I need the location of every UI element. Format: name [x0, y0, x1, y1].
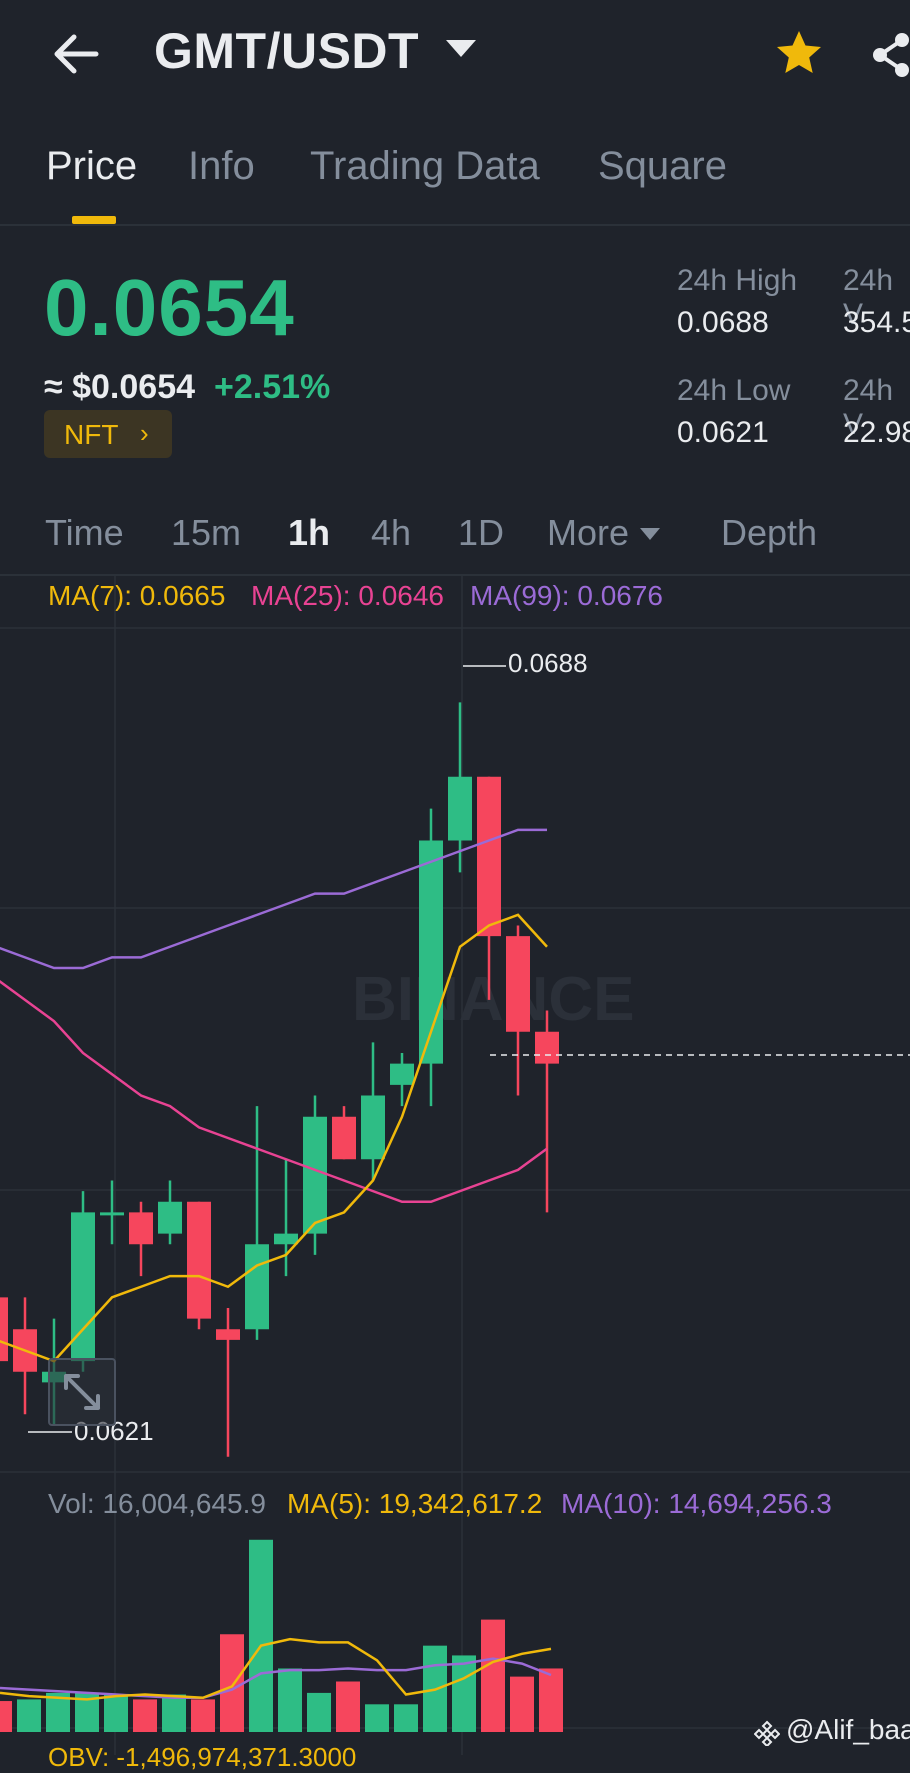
volume-bar: [307, 1692, 331, 1732]
candle-body: [100, 1212, 124, 1216]
volume-bar: [365, 1704, 389, 1732]
ma99-legend: MA(99): 0.0676: [470, 580, 663, 611]
interval-more[interactable]: More: [547, 512, 630, 553]
tab-trading-data[interactable]: Trading Data: [310, 144, 540, 188]
top-bar: GMT/USDT: [0, 0, 910, 110]
volume-bar: [278, 1668, 302, 1732]
candle-body: [419, 840, 443, 1064]
tab-info[interactable]: Info: [188, 144, 255, 188]
volume-bar: [17, 1699, 41, 1732]
candle-body: [129, 1212, 153, 1245]
interval-4h[interactable]: 4h: [371, 512, 412, 553]
interval-15m[interactable]: 15m: [171, 512, 242, 553]
binance-watermark: BINANCE: [352, 965, 634, 1034]
high-24h-label: 24h High: [677, 264, 798, 297]
low-24h-value: 0.0621: [677, 416, 769, 449]
candle-body: [448, 776, 472, 841]
volume-ma10-line: [0, 1657, 552, 1700]
candle-body: [361, 1095, 385, 1160]
chevron-right-icon: ›: [140, 418, 149, 448]
tab-square[interactable]: Square: [598, 144, 727, 188]
candle-body: [274, 1233, 298, 1245]
high-24h-value: 0.0688: [677, 306, 769, 339]
active-tab-indicator: [72, 216, 116, 224]
candle-body: [477, 776, 501, 937]
price-change-percent: +2.51%: [214, 368, 331, 406]
candle-body: [303, 1116, 327, 1234]
volume-bar: [220, 1634, 244, 1732]
favorite-star-icon[interactable]: [774, 28, 824, 78]
ma-lines: [0, 828, 548, 1363]
volume-ma10-legend: MA(10): 14,694,256.3: [561, 1488, 832, 1519]
candle-body: [216, 1329, 240, 1340]
candle-body: [506, 936, 530, 1032]
tab-price[interactable]: Price: [46, 144, 138, 188]
expand-icon: [64, 1374, 100, 1410]
interval-bar: Time 15m 1h 4h 1D More Depth: [0, 506, 910, 576]
volume-bar: [510, 1676, 534, 1732]
ma7-legend: MA(7): 0.0665: [48, 580, 226, 611]
nft-tag-button[interactable]: NFT ›: [44, 410, 172, 458]
volume-ma5-line: [0, 1637, 552, 1701]
candle-body: [245, 1244, 269, 1330]
vol-24h-base-label: 24h V: [843, 264, 894, 331]
candle-body: [187, 1201, 211, 1319]
volume-bar: [0, 1701, 12, 1732]
depth-tab[interactable]: Depth: [721, 512, 818, 553]
volume-bar: [452, 1655, 476, 1732]
last-price: 0.0654: [44, 263, 295, 352]
volume-bar: [394, 1704, 418, 1732]
volume-bar: [133, 1699, 157, 1732]
volume-bar: [539, 1668, 563, 1732]
vol-24h-quote-value: 22.98: [843, 416, 910, 449]
interval-1d[interactable]: 1D: [458, 512, 505, 553]
pair-dropdown-caret-icon[interactable]: [446, 40, 476, 57]
binance-logo-icon: [754, 1720, 780, 1746]
volume-ma5-legend: MA(5): 19,342,617.2: [287, 1488, 543, 1519]
ma25-line: [0, 980, 548, 1203]
vol-24h-quote-label: 24h V: [843, 374, 894, 441]
author-credit: @Alif_baa: [786, 1714, 910, 1745]
low-24h-label: 24h Low: [677, 374, 791, 407]
volume-legend: Vol: 16,004,645.9: [48, 1488, 266, 1519]
more-caret-icon[interactable]: [640, 528, 660, 540]
chart-high-label: 0.0688: [508, 648, 588, 678]
obv-legend: OBV: -1,496,974,371.3000: [48, 1742, 357, 1772]
ma25-legend: MA(25): 0.0646: [251, 580, 444, 611]
candle-body: [0, 1297, 8, 1362]
fullscreen-button[interactable]: [48, 1358, 116, 1426]
ma99-line: [0, 828, 547, 970]
interval-1h[interactable]: 1h: [288, 512, 331, 553]
back-arrow-icon[interactable]: [50, 28, 102, 80]
interval-time[interactable]: Time: [45, 512, 124, 553]
page-tabs: Price Info Trading Data Square: [0, 140, 910, 226]
ma7-line: [0, 913, 548, 1363]
volume-bar: [104, 1694, 128, 1732]
volume-bar: [481, 1619, 505, 1732]
candle-body: [332, 1116, 356, 1160]
volume-bars: [0, 1539, 563, 1732]
vol-24h-base-value: 354.5: [843, 306, 910, 339]
price-usd: ≈ $0.0654: [44, 368, 196, 406]
volume-bar: [191, 1699, 215, 1732]
nft-tag-label: NFT: [64, 419, 119, 450]
candle-body: [390, 1063, 414, 1085]
pair-title[interactable]: GMT/USDT: [154, 23, 420, 79]
candle-body: [158, 1201, 182, 1234]
volume-bar: [336, 1681, 360, 1732]
chart-grid: [0, 576, 910, 1755]
volume-bar: [249, 1539, 273, 1732]
candle-body: [535, 1031, 559, 1064]
volume-bar: [162, 1694, 186, 1732]
volume-ma-lines: [0, 1637, 552, 1701]
candles: [0, 702, 559, 1457]
share-icon[interactable]: [872, 32, 910, 78]
